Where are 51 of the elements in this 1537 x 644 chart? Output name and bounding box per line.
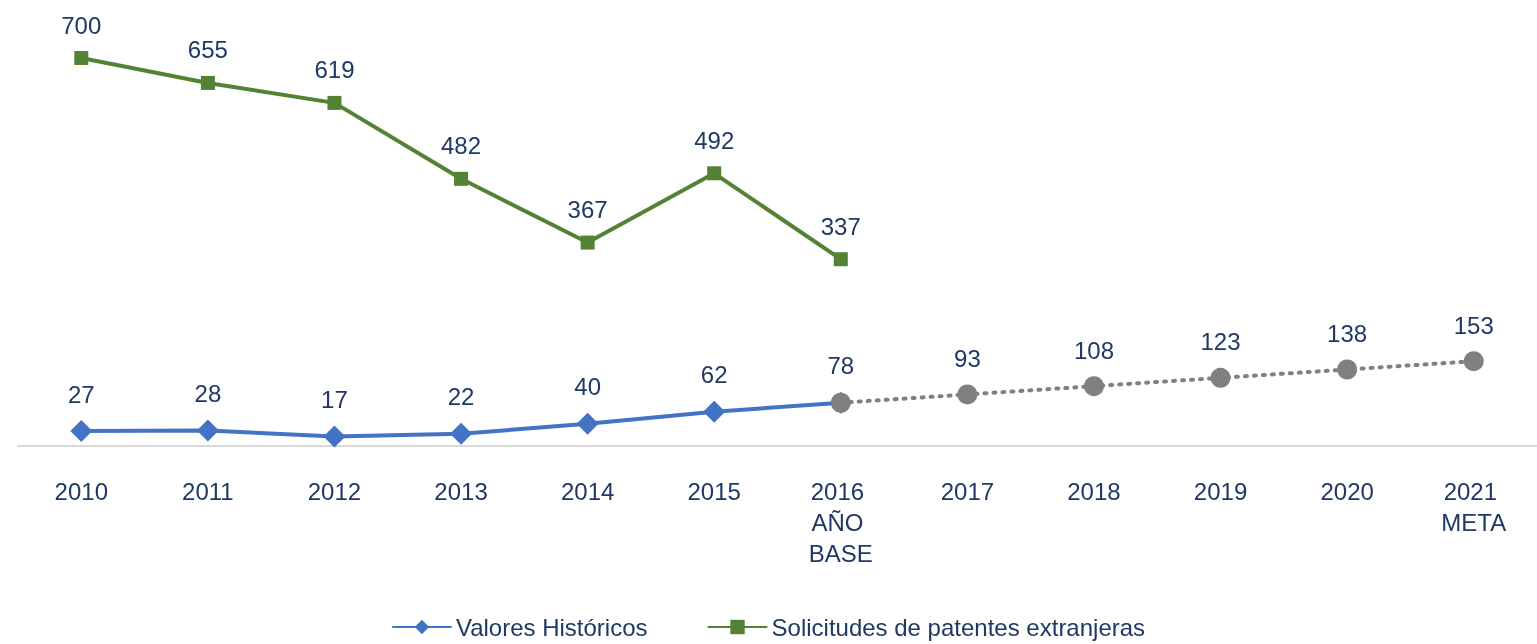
x-tick-label: 2019 xyxy=(1193,478,1248,505)
data-label: 40 xyxy=(574,373,601,401)
point xyxy=(703,400,726,423)
point xyxy=(580,235,595,250)
data-label: 108 xyxy=(1073,336,1114,364)
data-label: 153 xyxy=(1453,311,1494,339)
data-label: 482 xyxy=(441,132,482,160)
data-label: 22 xyxy=(447,383,475,411)
data-label: 78 xyxy=(827,352,855,380)
x-tick-label: 2017 xyxy=(940,478,995,505)
point xyxy=(1337,359,1358,380)
x-tick-label: 2013 xyxy=(434,478,488,505)
data-label: 17 xyxy=(321,386,348,414)
data-label: 655 xyxy=(187,36,228,64)
data-label: 367 xyxy=(567,196,608,224)
data-label: 123 xyxy=(1200,328,1241,356)
point xyxy=(576,412,599,435)
x-tick-label: 2015 xyxy=(687,478,741,505)
point xyxy=(1083,376,1104,397)
x-tick-label: 2012 xyxy=(307,478,362,505)
data-label: 492 xyxy=(694,126,735,154)
x-tick-label: 2020 xyxy=(1320,478,1374,505)
point xyxy=(1463,351,1484,372)
data-label: 700 xyxy=(61,11,102,39)
point xyxy=(200,75,215,90)
data-label: 62 xyxy=(700,361,728,389)
point xyxy=(1210,367,1231,388)
x-tick-label: 2016 AÑO BASE xyxy=(808,478,873,567)
data-label: 93 xyxy=(954,344,981,372)
x-tick-label: 2021 META xyxy=(1441,478,1507,536)
point xyxy=(196,419,219,442)
x-tick-label: 2010 xyxy=(54,478,108,505)
x-tick-label: 2018 xyxy=(1067,478,1121,505)
data-label: 138 xyxy=(1327,320,1368,348)
point xyxy=(957,384,978,405)
point xyxy=(70,420,93,443)
point xyxy=(833,252,848,267)
x-tick-label: 2014 xyxy=(560,478,615,505)
point xyxy=(454,171,469,186)
point xyxy=(323,425,346,448)
legend-label: Valores Históricos xyxy=(455,613,648,641)
data-label: 619 xyxy=(314,56,355,84)
point xyxy=(707,166,722,181)
x-tick-label: 2011 xyxy=(182,478,234,505)
point xyxy=(327,95,342,110)
data-label: 28 xyxy=(194,379,222,407)
legend-label: Solicitudes de patentes extranjeras xyxy=(771,613,1146,641)
data-label: 337 xyxy=(820,212,861,240)
point xyxy=(450,422,473,445)
data-label: 27 xyxy=(67,380,95,408)
point xyxy=(74,51,89,65)
